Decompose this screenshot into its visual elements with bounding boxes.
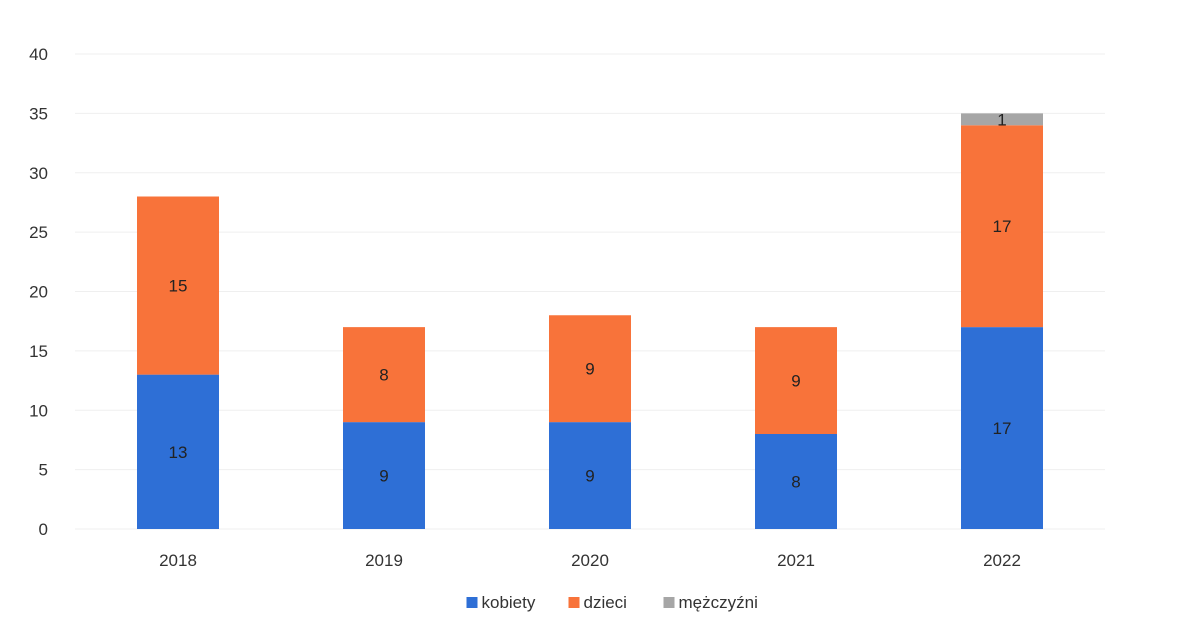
data-label: 9: [585, 467, 594, 486]
bar-segment: [343, 327, 425, 423]
bar-segment: [961, 125, 1043, 328]
bars: [137, 113, 1043, 529]
bar-segment: [961, 327, 1043, 529]
bar-segment: [137, 196, 219, 375]
data-label: 9: [585, 360, 594, 379]
data-labels: 13 15 9 8 9 9 8 9 17 17 1: [169, 110, 1012, 491]
legend-swatch: [663, 597, 675, 608]
y-tick-label: 5: [39, 461, 48, 480]
bar-segment: [755, 434, 837, 529]
x-axis: 2018 2019 2020 2021 2022: [159, 551, 1021, 570]
legend-item: kobiety: [466, 593, 536, 612]
legend: kobiety dzieci mężczyźni: [466, 593, 758, 612]
y-tick-label: 0: [39, 520, 48, 539]
x-tick-label: 2018: [159, 551, 197, 570]
y-tick-label: 40: [29, 45, 48, 64]
bar-segment: [549, 315, 631, 423]
data-label: 9: [379, 467, 388, 486]
y-tick-label: 35: [29, 104, 48, 123]
y-axis: 0 5 10 15 20 25 30 35 40: [29, 45, 48, 539]
legend-label: dzieci: [584, 593, 627, 612]
y-tick-label: 10: [29, 401, 48, 420]
legend-item: mężczyźni: [663, 593, 758, 612]
data-label: 8: [379, 366, 388, 385]
data-label: 8: [791, 473, 800, 492]
bar-segment: [755, 327, 837, 434]
legend-label: kobiety: [482, 593, 536, 612]
legend-swatch: [466, 597, 478, 608]
x-tick-label: 2021: [777, 551, 815, 570]
gridlines: [75, 53, 1105, 530]
legend-item: dzieci: [568, 593, 627, 612]
y-tick-label: 20: [29, 283, 48, 302]
y-tick-label: 25: [29, 223, 48, 242]
x-tick-label: 2019: [365, 551, 403, 570]
data-label: 15: [169, 277, 188, 296]
bar-segment: [549, 422, 631, 529]
bar-segment: [137, 374, 219, 529]
legend-label: mężczyźni: [679, 593, 758, 612]
data-label: 17: [993, 419, 1012, 438]
y-tick-label: 15: [29, 342, 48, 361]
data-label: 9: [791, 372, 800, 391]
data-label: 1: [997, 110, 1006, 129]
y-tick-label: 30: [29, 164, 48, 183]
data-label: 13: [169, 443, 188, 462]
x-tick-label: 2020: [571, 551, 609, 570]
data-label: 17: [993, 217, 1012, 236]
legend-swatch: [568, 597, 580, 608]
bar-segment: [343, 422, 425, 529]
bar-segment: [961, 113, 1043, 126]
x-tick-label: 2022: [983, 551, 1021, 570]
